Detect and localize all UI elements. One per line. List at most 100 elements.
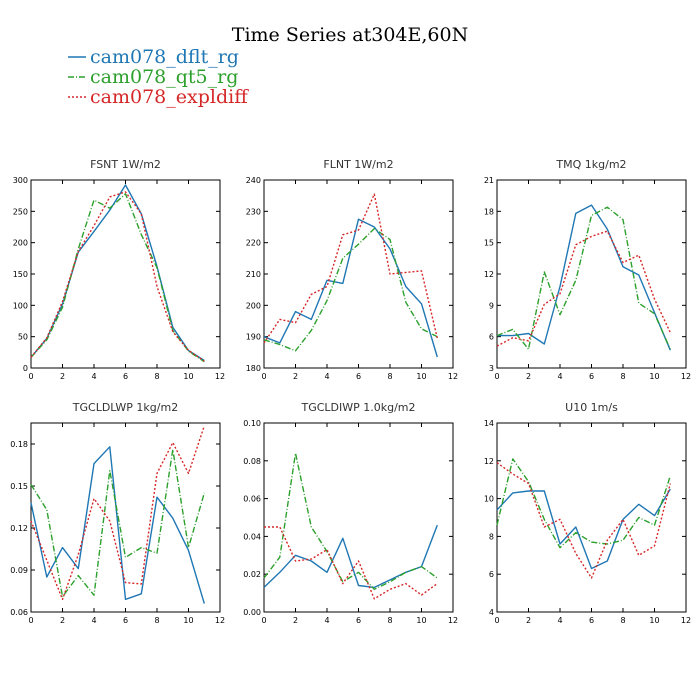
x-tick-label-fsnt: 8 [154, 372, 159, 381]
y-tick-label-fsnt: 0 [23, 364, 28, 373]
series-line-cam078-expldiff-tgcldlwp [30, 425, 205, 601]
series-line-cam078-qt5-rg-flnt [263, 227, 438, 352]
x-tick-label-tgcldlwp: 6 [123, 616, 128, 625]
series-line-cam078-dflt-rg-tgcldlwp [30, 446, 205, 604]
y-tick-label-tmq: 6 [489, 333, 494, 342]
x-tick-label-tmq: 8 [620, 372, 625, 381]
series-line-cam078-dflt-rg-fsnt [30, 184, 205, 362]
x-tick-label-tgcldlwp: 10 [183, 616, 193, 625]
series-line-cam078-dflt-rg-u10 [496, 488, 671, 570]
x-tick-label-tmq: 2 [526, 372, 531, 381]
x-tick-label-flnt: 10 [416, 372, 426, 381]
y-tick-label-fsnt: 250 [13, 207, 28, 216]
panel-title-tmq: TMQ 1kg/m2 [555, 158, 626, 171]
series-line-cam078-dflt-rg-flnt [263, 218, 438, 358]
x-tick-label-tmq: 12 [681, 372, 691, 381]
y-tick-label-tmq: 15 [484, 239, 494, 248]
panel-tgcldiwp: TGCLDIWP 1.0kg/m2 0 2 4 6 8 10 12 0.00 0.02 0.04 0.… [243, 401, 458, 625]
x-tick-label-fsnt: 0 [28, 372, 33, 381]
series-line-cam078-expldiff-u10 [496, 462, 671, 579]
series-line-cam078-qt5-rg-tmq [496, 206, 671, 350]
y-tick-label-tgcldiwp: 0.02 [243, 570, 261, 579]
x-tick-label-flnt: 4 [324, 372, 329, 381]
figure-title: Time Series at304E,60N [232, 24, 468, 46]
y-tick-label-tgcldlwp: 0.15 [10, 482, 28, 491]
series-line-cam078-dflt-rg-tgcldiwp [263, 524, 438, 589]
y-tick-label-tmq: 12 [484, 270, 494, 279]
series-line-cam078-qt5-rg-tgcldlwp [30, 448, 205, 598]
panel-u10: U10 1m/s 0 2 4 6 8 10 12 4 6 8 10 12 14 [484, 401, 691, 625]
x-tick-label-fsnt: 12 [215, 372, 225, 381]
y-tick-label-fsnt: 150 [13, 270, 28, 279]
y-tick-label-flnt: 210 [246, 270, 261, 279]
panel-title-flnt: FLNT 1W/m2 [323, 158, 393, 171]
y-tick-label-tgcldlwp: 0.06 [10, 608, 28, 617]
x-tick-label-tmq: 6 [589, 372, 594, 381]
x-tick-label-tgcldiwp: 6 [356, 616, 361, 625]
x-tick-label-fsnt: 6 [123, 372, 128, 381]
x-tick-label-tgcldiwp: 2 [293, 616, 298, 625]
x-tick-label-fsnt: 4 [91, 372, 96, 381]
x-tick-label-u10: 12 [681, 616, 691, 625]
panel-fsnt: FSNT 1W/m2 0 2 4 6 8 10 12 0 50 100 150 200 250 300 [13, 158, 225, 381]
x-tick-label-fsnt: 2 [60, 372, 65, 381]
x-tick-label-u10: 0 [494, 616, 499, 625]
x-tick-label-flnt: 8 [387, 372, 392, 381]
y-tick-label-flnt: 200 [246, 301, 261, 310]
y-tick-label-flnt: 230 [246, 207, 261, 216]
x-tick-label-fsnt: 10 [183, 372, 193, 381]
panel-flnt: FLNT 1W/m2 0 2 4 6 8 10 12 180 190 200 210 220 230 240 [246, 158, 458, 381]
plot-frame-tmq [496, 179, 687, 369]
x-tick-label-tmq: 10 [649, 372, 659, 381]
y-tick-label-flnt: 180 [246, 364, 261, 373]
y-tick-label-fsnt: 300 [13, 176, 28, 185]
y-tick-label-u10: 6 [489, 570, 494, 579]
y-tick-label-tgcldiwp: 0.10 [243, 419, 261, 428]
plot-frame-flnt [263, 179, 454, 369]
series-line-cam078-qt5-rg-fsnt [30, 193, 205, 363]
plot-frame-fsnt [30, 179, 221, 369]
y-tick-label-tgcldiwp: 0.04 [243, 532, 261, 541]
y-tick-label-flnt: 240 [246, 176, 261, 185]
legend-label-dflt: cam078_dflt_rg [90, 46, 239, 68]
x-tick-label-tgcldiwp: 0 [261, 616, 266, 625]
y-tick-label-tgcldiwp: 0.00 [243, 608, 261, 617]
x-tick-label-tgcldlwp: 4 [91, 616, 96, 625]
panel-title-tgcldiwp: TGCLDIWP 1.0kg/m2 [300, 401, 415, 414]
y-tick-label-tmq: 9 [489, 301, 494, 310]
panel-title-fsnt: FSNT 1W/m2 [90, 158, 161, 171]
x-tick-label-u10: 8 [620, 616, 625, 625]
panel-title-u10: U10 1m/s [565, 401, 618, 414]
y-tick-label-u10: 12 [484, 457, 494, 466]
x-tick-label-tgcldlwp: 12 [215, 616, 225, 625]
y-tick-label-flnt: 220 [246, 239, 261, 248]
series-line-cam078-expldiff-flnt [263, 193, 438, 344]
y-tick-label-u10: 4 [489, 608, 494, 617]
x-tick-label-tgcldiwp: 12 [448, 616, 458, 625]
x-tick-label-flnt: 12 [448, 372, 458, 381]
series-line-cam078-qt5-rg-u10 [496, 458, 671, 549]
y-tick-label-tgcldiwp: 0.08 [243, 457, 261, 466]
panel-title-tgcldlwp: TGCLDLWP 1kg/m2 [72, 401, 178, 414]
x-tick-label-flnt: 2 [293, 372, 298, 381]
y-tick-label-tmq: 3 [489, 364, 494, 373]
x-tick-label-tgcldiwp: 8 [387, 616, 392, 625]
x-tick-label-flnt: 0 [261, 372, 266, 381]
x-tick-label-tgcldlwp: 8 [154, 616, 159, 625]
series-line-cam078-qt5-rg-tgcldiwp [263, 452, 438, 590]
x-tick-label-u10: 10 [649, 616, 659, 625]
x-tick-label-tgcldlwp: 0 [28, 616, 33, 625]
legend-label-expldiff: cam078_expldiff [90, 86, 249, 108]
x-tick-label-tmq: 4 [557, 372, 562, 381]
x-tick-label-tgcldiwp: 4 [324, 616, 329, 625]
legend-label-qt5: cam078_qt5_rg [90, 66, 238, 88]
y-tick-label-u10: 14 [484, 419, 494, 428]
y-tick-label-tgcldlwp: 0.18 [10, 440, 28, 449]
series-line-cam078-expldiff-tmq [496, 230, 671, 347]
y-tick-label-fsnt: 50 [18, 333, 28, 342]
x-tick-label-u10: 2 [526, 616, 531, 625]
panels: FSNT 1W/m20 2 4 6 8 10 12050100150200250300FLN… [10, 158, 691, 625]
x-tick-label-u10: 6 [589, 616, 594, 625]
x-tick-label-tgcldiwp: 10 [416, 616, 426, 625]
